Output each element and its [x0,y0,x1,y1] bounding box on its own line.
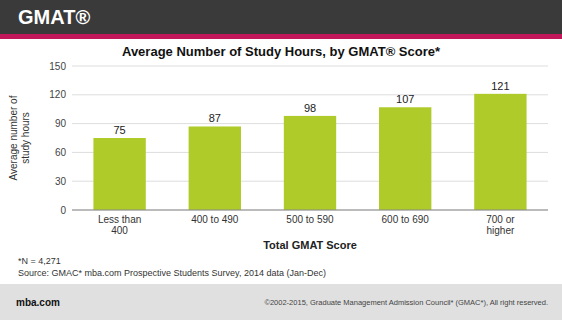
footnote: *N = 4,271 [18,256,61,266]
data-label: 107 [396,93,414,105]
grid-line [72,210,548,211]
x-tick-label: Less than400 [98,214,141,236]
x-axis-label: Total GMAT Score [263,239,357,251]
y-tick-label: 0 [60,205,66,216]
y-tick-label: 60 [55,147,67,158]
bar [284,116,336,210]
page: {"chart_data": {"type": "bar", "title": … [0,0,562,320]
bar [189,126,241,210]
footer-left: mba.com [16,297,60,308]
grid-line [72,66,548,67]
background [0,0,562,320]
title: Average Number of Study Hours, by GMAT® … [122,44,441,59]
data-label: 75 [113,124,125,136]
header-band [0,0,562,34]
data-label: 87 [209,112,221,124]
x-tick-label: 600 to 690 [382,214,430,225]
x-axis-line [72,210,548,211]
footer-band [0,284,562,320]
chart-svg: GMAT® Average Number of Study Hours, by G… [0,0,562,320]
data-label: 98 [304,102,316,114]
x-tick-label: 700 orhigher [486,214,515,236]
footer-right: ©2002-2015, Graduate Management Admissio… [264,298,548,307]
bar [93,138,145,210]
bar [474,94,526,210]
header-stripe [0,34,562,39]
y-tick-label: 30 [55,176,67,187]
x-tick-label: 400 to 490 [191,214,239,225]
bars [93,94,526,210]
data-label: 121 [491,80,509,92]
y-tick-label: 120 [49,89,66,100]
x-tick-label: 500 to 590 [286,214,334,225]
grid [72,66,548,210]
y-tick-label: 150 [49,61,66,72]
y-tick-label: 90 [55,118,67,129]
y-axis-label: Average number ofstudy hours [8,95,31,180]
chart-container: GMAT® Average Number of Study Hours, by G… [0,0,562,320]
footnote: Source: GMAC* mba.com Prospective Studen… [18,268,326,278]
bar [379,107,431,210]
logo-text: GMAT® [18,6,90,28]
